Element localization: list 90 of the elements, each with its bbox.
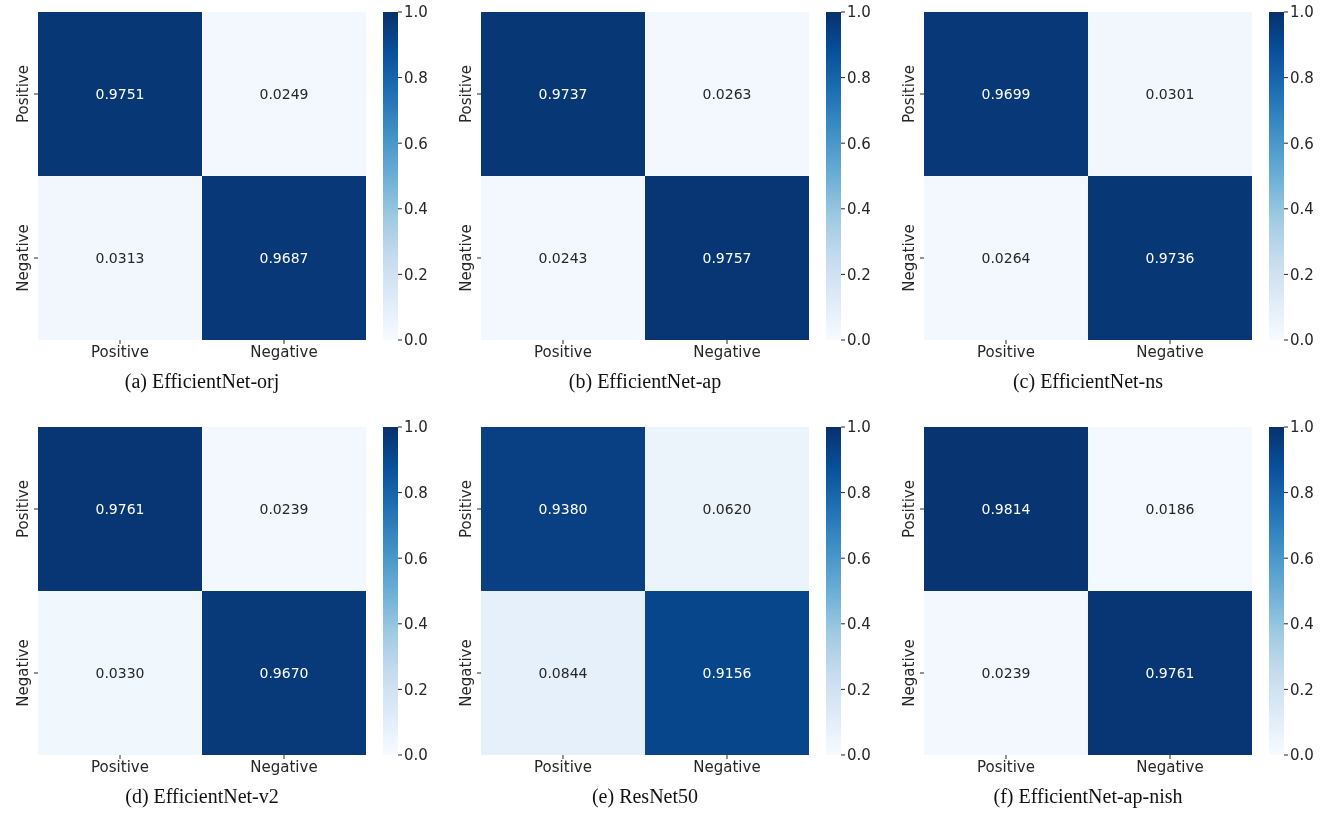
data-label: 0.9757 [702, 249, 752, 266]
data-label: 0.0264 [981, 249, 1031, 266]
y-tick-label: Positive [14, 480, 32, 538]
color-bar-label: 0.6 [847, 549, 871, 568]
data-label: 0.0186 [1145, 500, 1195, 517]
data-label: 0.9737 [538, 85, 588, 102]
data-label: 0.0239 [259, 500, 309, 517]
data-label: 0.0330 [95, 664, 145, 681]
data-label: 0.0620 [702, 500, 752, 517]
data-label: 0.0239 [981, 664, 1031, 681]
color-bar-label: 0.8 [1290, 68, 1314, 87]
x-tick-label: Positive [534, 342, 592, 361]
text: (e) ResNet50 [590, 785, 700, 808]
color-bar-label: 0.0 [1290, 746, 1314, 765]
color-bar-label: 0.0 [404, 331, 428, 350]
y-tick-label: Positive [457, 480, 475, 538]
data-label: 0.9751 [95, 85, 145, 102]
text: (f) EfficientNet-ap-nish [992, 785, 1184, 808]
x-tick-label: Negative [693, 342, 761, 361]
data-label: 0.0243 [538, 249, 588, 266]
color-bar-label: 0.2 [847, 680, 871, 699]
x-tick-label: Positive [977, 342, 1035, 361]
color-bar-label: 0.4 [1290, 615, 1314, 634]
color-bar-label: 0.4 [404, 615, 428, 634]
color-bar-label: 0.0 [1290, 331, 1314, 350]
text: (a) EfficientNet-orj [123, 370, 281, 393]
y-tick-label: Negative [14, 224, 32, 292]
y-tick-label: Positive [14, 65, 32, 123]
data-label: 0.0263 [702, 85, 752, 102]
x-tick-label: Positive [534, 757, 592, 776]
data-label: 0.9736 [1145, 249, 1195, 266]
color-bar-label: 0.6 [1290, 134, 1314, 153]
color-bar-label: 1.0 [847, 3, 871, 22]
data-label: 0.0844 [538, 664, 588, 681]
color-bar-label: 0.0 [847, 746, 871, 765]
data-label: 0.9814 [981, 500, 1031, 517]
color-bar-label: 0.8 [404, 483, 428, 502]
x-tick-label: Negative [693, 757, 761, 776]
data-label: 0.0301 [1145, 85, 1195, 102]
text: (c) EfficientNet-ns [1011, 370, 1165, 393]
color-bar-label: 1.0 [404, 3, 428, 22]
x-tick-label: Positive [977, 757, 1035, 776]
color-bar-label: 0.8 [847, 483, 871, 502]
y-tick-label: Negative [457, 224, 475, 292]
x-tick-label: Negative [250, 757, 318, 776]
x-tick-label: Positive [91, 757, 149, 776]
x-tick-label: Negative [1136, 342, 1204, 361]
color-bar-label: 0.2 [1290, 680, 1314, 699]
data-label: 0.0313 [95, 249, 145, 266]
color-bar-label: 0.6 [1290, 549, 1314, 568]
color-bar-label: 0.2 [847, 265, 871, 284]
color-bar-label: 0.6 [404, 134, 428, 153]
text: (d) EfficientNet-v2 [124, 785, 280, 808]
text: (b) EfficientNet-ap [567, 370, 723, 393]
color-bar-label: 0.8 [847, 68, 871, 87]
x-tick-label: Positive [91, 342, 149, 361]
color-bar-label: 1.0 [847, 418, 871, 437]
color-bar-label: 0.4 [847, 200, 871, 219]
x-tick-label: Negative [250, 342, 318, 361]
color-bar-label: 0.6 [847, 134, 871, 153]
color-bar-label: 0.4 [847, 615, 871, 634]
color-bar-label: 0.8 [404, 68, 428, 87]
y-tick-label: Negative [14, 639, 32, 707]
y-tick-label: Negative [457, 639, 475, 707]
y-tick-label: Positive [900, 65, 918, 123]
data-label: 0.9687 [259, 249, 309, 266]
color-bar-label: 0.4 [1290, 200, 1314, 219]
data-label: 0.9761 [95, 500, 145, 517]
color-bar-label: 0.0 [847, 331, 871, 350]
data-label: 0.9156 [702, 664, 752, 681]
data-label: 0.9699 [981, 85, 1031, 102]
x-tick-label: Negative [1136, 757, 1204, 776]
data-label: 0.9761 [1145, 664, 1195, 681]
color-bar-label: 0.2 [404, 265, 428, 284]
color-bar-label: 1.0 [1290, 3, 1314, 22]
color-bar-label: 1.0 [1290, 418, 1314, 437]
color-bar-label: 0.6 [404, 549, 428, 568]
data-label: 0.9670 [259, 664, 309, 681]
data-label: 0.0249 [259, 85, 309, 102]
color-bar-label: 0.2 [1290, 265, 1314, 284]
color-bar-label: 1.0 [404, 418, 428, 437]
y-tick-label: Negative [900, 224, 918, 292]
y-tick-label: Positive [457, 65, 475, 123]
y-tick-label: Negative [900, 639, 918, 707]
color-bar-label: 0.0 [404, 746, 428, 765]
color-bar-label: 0.8 [1290, 483, 1314, 502]
color-bar-label: 0.4 [404, 200, 428, 219]
color-bar-label: 0.2 [404, 680, 428, 699]
data-label: 0.9380 [538, 500, 588, 517]
y-tick-label: Positive [900, 480, 918, 538]
